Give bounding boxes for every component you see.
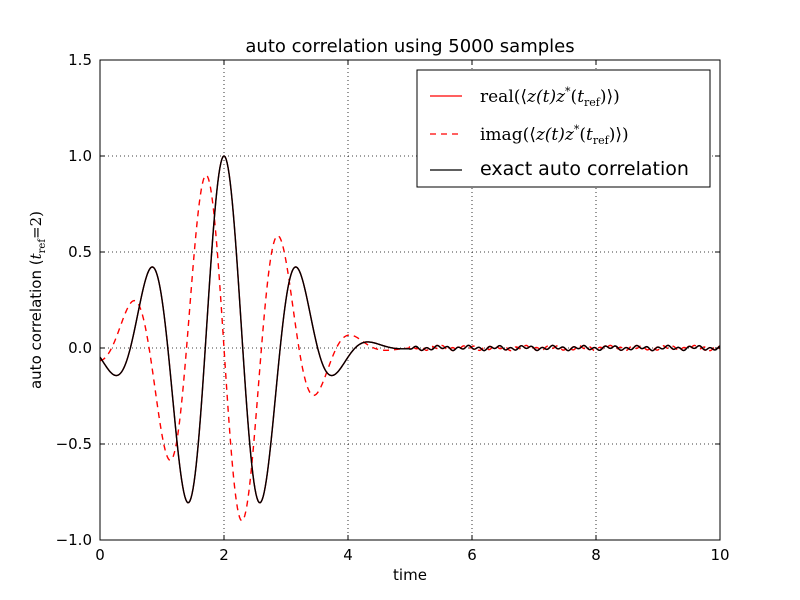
y-tick-label: −0.5: [56, 435, 92, 453]
legend-box: [416, 69, 711, 188]
axis-ticks: 0 2 4 6 8 10 −1.0 −0.5 0.0 0.5 1.0 1.5: [56, 51, 730, 564]
series-line-exact-2: [99, 155, 721, 504]
y-tick-label: 1.0: [68, 147, 92, 165]
y-label-tail: =2): [27, 211, 45, 239]
y-tick-label: 0.0: [68, 339, 92, 357]
x-tick-label: 2: [219, 546, 229, 564]
svg-text:auto correlation (tref=2): auto correlation (tref=2): [27, 211, 48, 389]
legend-label-imag: imag(⟨z(t)z*(tref)⟩): [480, 123, 629, 147]
y-label-ref: ref: [37, 238, 48, 254]
series-line-imag-1: [99, 174, 721, 522]
x-tick-label: 0: [95, 546, 105, 564]
x-tick-label: 10: [710, 546, 729, 564]
plot-frame: [99, 59, 721, 541]
x-axis-label: time: [393, 566, 427, 584]
plot-lines: [99, 155, 721, 522]
y-tick-label: −1.0: [56, 531, 92, 549]
y-tick-label: 1.5: [68, 51, 92, 69]
y-tick-label: 0.5: [68, 243, 92, 261]
y-label-t: t: [27, 252, 45, 259]
y-label-main: auto correlation (: [27, 259, 45, 389]
legend-label-exact: exact auto correlation: [480, 158, 689, 180]
x-tick-label: 6: [467, 546, 477, 564]
chart-title: auto correlation using 5000 samples: [245, 36, 574, 57]
y-axis-label: auto correlation (tref=2): [27, 211, 48, 389]
legend-label-real: real(⟨z(t)z*(tref)⟩): [480, 85, 620, 109]
x-tick-label: 4: [343, 546, 353, 564]
legend: real(⟨z(t)z*(tref)⟩) imag(⟨z(t)z*(tref)⟩…: [416, 69, 711, 188]
x-tick-label: 8: [591, 546, 601, 564]
